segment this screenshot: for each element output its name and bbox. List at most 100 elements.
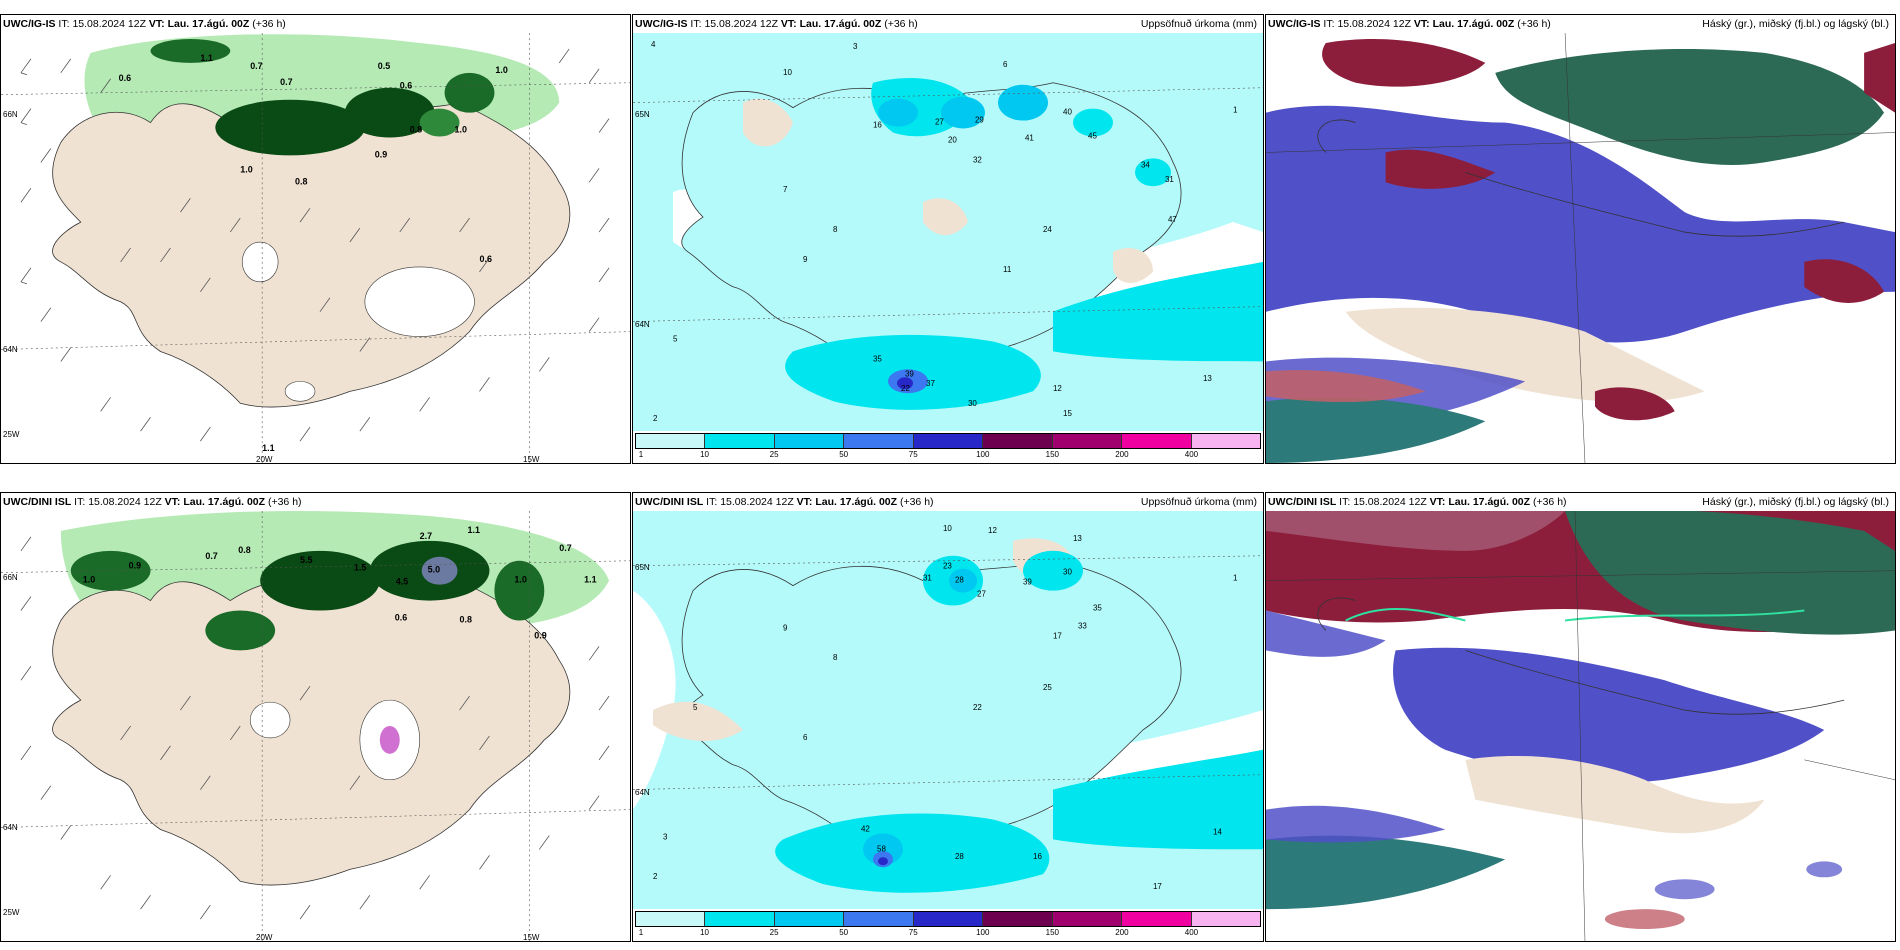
lead-time: (+36 h)	[267, 496, 302, 508]
lat-label: 64N	[635, 788, 650, 797]
it-label: IT:	[58, 18, 70, 30]
value-label: 0.8	[238, 545, 250, 555]
vt-label: VT:	[1413, 18, 1430, 30]
value-label: 0.9	[129, 561, 141, 571]
lead-time: (+36 h)	[252, 18, 286, 30]
value-label: 8	[833, 653, 838, 662]
value-label: 10	[943, 524, 952, 533]
value-label: 5.0	[428, 565, 440, 575]
lead-time: (+36 h)	[1532, 496, 1567, 508]
value-label: 31	[923, 574, 932, 583]
map-wind-barbs: 0.6 0.7 0.5 1.0 0.6 1.1 0.7 1.0 0.8 0.9 …	[1, 33, 630, 463]
lat-label: 66N	[3, 110, 18, 119]
value-label: 1.0	[83, 575, 95, 585]
model-source: UWC/DINI ISL	[1268, 496, 1337, 508]
value-label: 1.0	[514, 575, 526, 585]
value-label: 1.1	[200, 53, 212, 63]
map-accumulated-precipitation: 4 3 6 10 16 27 29 20 41 40 45 32 34 31 4…	[633, 33, 1263, 431]
value-label: 20	[948, 135, 957, 144]
colorbar-tick-label: 200	[1115, 928, 1129, 937]
colorbar-tick-label: 50	[839, 450, 849, 459]
value-label: 2.7	[420, 531, 432, 541]
map-svg: 0.6 0.7 0.5 1.0 0.6 1.1 0.7 1.0 0.8 0.9 …	[1, 33, 630, 463]
it-value: 15.08.2024 12Z	[1337, 18, 1411, 30]
colorbar-swatch	[1122, 434, 1192, 448]
lon-label: 20W	[256, 455, 273, 464]
panel-top-left-wind-precip: UWC/IG-IS IT: 15.08.2024 12Z VT: Lau. 17…	[0, 14, 631, 464]
vt-label: VT:	[1429, 496, 1446, 508]
colorbar-tick-label: 150	[1045, 450, 1060, 459]
colorbar-swatch	[983, 434, 1053, 448]
it-value: 15.08.2024 12Z	[704, 18, 778, 30]
model-source: UWC/DINI ISL	[3, 496, 72, 508]
colorbar-swatch	[913, 912, 984, 926]
value-label: 7	[783, 185, 788, 194]
it-value: 15.08.2024 12Z	[1353, 496, 1427, 508]
panel-header: UWC/IG-IS IT: 15.08.2024 12Z VT: Lau. 17…	[1268, 15, 1893, 33]
value-label: 8	[833, 225, 838, 234]
value-label: 0.8	[460, 614, 472, 624]
map-title: Uppsöfnuð úrkoma (mm)	[1140, 18, 1257, 30]
colorbar-swatch	[705, 912, 775, 926]
value-label: 35	[873, 354, 882, 363]
map-svg	[1266, 33, 1895, 463]
value-label: 4	[651, 40, 656, 49]
colorbar-tick-label: 400	[1184, 450, 1199, 459]
colorbar-swatch	[774, 912, 845, 926]
panel-bottom-right-clouds: UWC/DINI ISL IT: 15.08.2024 12Z VT: Lau.…	[1265, 492, 1896, 942]
lead-time: (+36 h)	[884, 18, 918, 30]
colorbar-swatch	[844, 912, 914, 926]
lon-label: 15W	[523, 455, 540, 464]
vt-label: VT:	[796, 496, 813, 508]
value-label: 3	[663, 832, 668, 841]
model-source: UWC/IG-IS	[635, 18, 688, 30]
colorbar-swatch	[636, 434, 706, 448]
value-label: 9	[783, 623, 788, 632]
value-label: 28	[955, 576, 964, 585]
colorbar-tick-label: 10	[700, 928, 709, 937]
vt-value: Lau. 17.ágú. 00Z	[815, 496, 898, 508]
value-label: 1.1	[468, 525, 480, 535]
value-label: 24	[1043, 225, 1052, 234]
value-label: 5	[693, 703, 698, 712]
value-label: 25	[1043, 683, 1052, 692]
value-label: 0.7	[250, 61, 262, 71]
value-label: 1.1	[584, 575, 596, 585]
value-label: 6	[803, 733, 808, 742]
vt-value: Lau. 17.ágú. 00Z	[1432, 18, 1515, 30]
value-label: 15	[1063, 409, 1072, 418]
value-label: 0.9	[534, 630, 546, 640]
value-label: 39	[1023, 578, 1032, 587]
value-label: 27	[935, 118, 944, 127]
value-label: 29	[975, 116, 984, 125]
colorbar-tick-label: 10	[700, 450, 709, 459]
it-value: 15.08.2024 12Z	[88, 496, 162, 508]
value-label: 0.8	[410, 125, 422, 135]
value-label: 0.8	[295, 176, 307, 186]
colorbar-tick-label: 150	[1045, 928, 1060, 937]
lat-label: 64N	[635, 320, 650, 329]
value-label: 1.0	[455, 125, 467, 135]
value-label: 2	[653, 872, 658, 881]
value-label: 0.7	[205, 551, 217, 561]
lon-label: 20W	[256, 933, 273, 942]
lat-label: 65N	[635, 110, 650, 119]
it-label: IT:	[1323, 18, 1335, 30]
value-label: 0.7	[280, 77, 292, 87]
colorbar-tick-label: 75	[908, 450, 918, 459]
value-label: 1.0	[495, 65, 507, 75]
lead-time: (+36 h)	[899, 496, 934, 508]
value-label: 1	[1233, 106, 1238, 115]
model-source: UWC/IG-IS	[3, 18, 56, 30]
panel-bottom-middle-accum-precip: UWC/DINI ISL IT: 15.08.2024 12Z VT: Lau.…	[632, 492, 1264, 942]
map-svg: 4 3 6 10 16 27 29 20 41 40 45 32 34 31 4…	[633, 33, 1263, 431]
value-label: 16	[873, 121, 882, 130]
vt-value: Lau. 17.ágú. 00Z	[1448, 496, 1531, 508]
value-label: 28	[955, 852, 964, 861]
value-label: 6	[1003, 60, 1008, 69]
panel-bottom-left-wind-precip: UWC/DINI ISL IT: 15.08.2024 12Z VT: Lau.…	[0, 492, 631, 942]
map-cloud-cover	[1266, 33, 1895, 463]
value-label: 0.7	[559, 543, 571, 553]
colorbar-swatch	[1122, 912, 1192, 926]
value-label: 10	[783, 68, 792, 77]
